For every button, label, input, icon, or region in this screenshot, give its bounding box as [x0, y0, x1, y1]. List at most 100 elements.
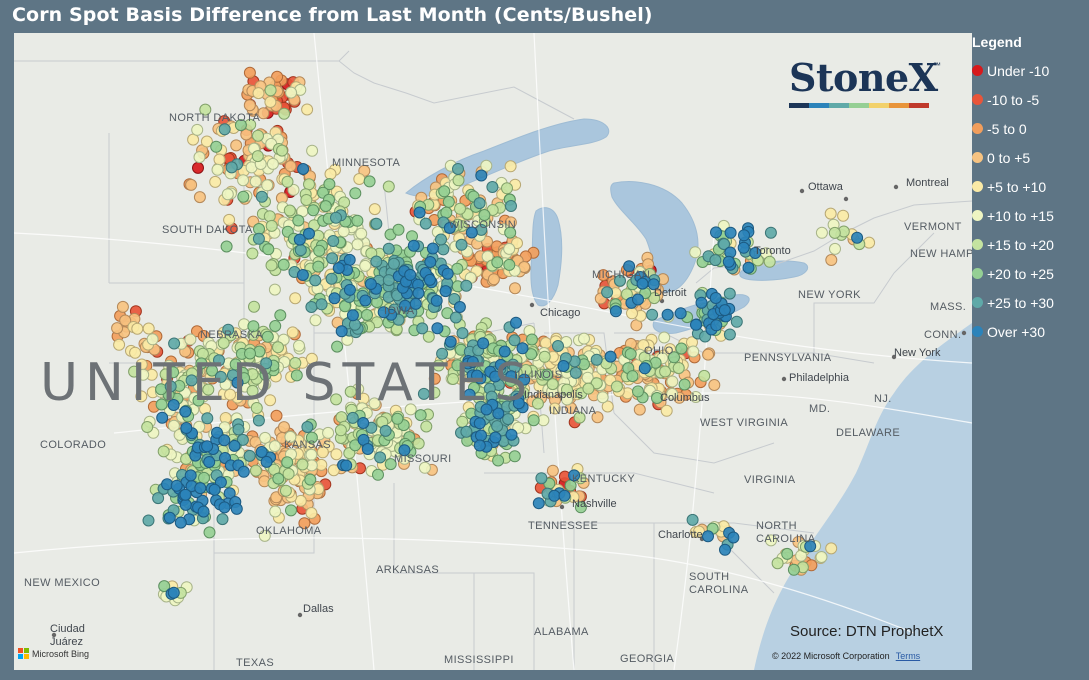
- basis-point[interactable]: [289, 292, 302, 305]
- basis-point[interactable]: [184, 469, 197, 482]
- basis-point[interactable]: [131, 322, 144, 335]
- basis-point[interactable]: [492, 454, 505, 467]
- basis-point[interactable]: [475, 169, 488, 182]
- basis-point[interactable]: [675, 342, 688, 355]
- basis-point[interactable]: [532, 497, 545, 510]
- basis-point[interactable]: [221, 188, 234, 201]
- basis-point[interactable]: [502, 413, 515, 426]
- basis-point[interactable]: [361, 309, 373, 321]
- basis-point[interactable]: [296, 269, 309, 281]
- basis-point[interactable]: [232, 423, 245, 436]
- basis-point[interactable]: [473, 417, 486, 430]
- basis-point[interactable]: [141, 421, 154, 433]
- basis-point[interactable]: [374, 451, 387, 464]
- basis-point[interactable]: [324, 168, 337, 180]
- basis-point[interactable]: [298, 517, 311, 530]
- basis-point[interactable]: [825, 542, 838, 555]
- basis-point[interactable]: [632, 293, 644, 306]
- basis-point[interactable]: [203, 456, 216, 468]
- basis-point[interactable]: [281, 175, 294, 188]
- basis-point[interactable]: [332, 262, 345, 275]
- basis-point[interactable]: [460, 425, 473, 438]
- basis-point[interactable]: [604, 350, 617, 363]
- basis-point[interactable]: [456, 327, 469, 340]
- basis-point[interactable]: [723, 287, 736, 300]
- basis-point[interactable]: [249, 464, 262, 477]
- basis-point[interactable]: [509, 282, 521, 295]
- basis-point[interactable]: [456, 415, 469, 428]
- basis-point[interactable]: [194, 482, 207, 495]
- basis-point[interactable]: [632, 385, 644, 398]
- basis-point[interactable]: [343, 283, 356, 296]
- basis-point[interactable]: [539, 337, 552, 349]
- basis-point[interactable]: [569, 366, 582, 379]
- basis-point[interactable]: [658, 331, 671, 344]
- basis-point[interactable]: [638, 362, 651, 375]
- basis-point[interactable]: [346, 411, 359, 424]
- basis-point[interactable]: [370, 217, 383, 230]
- basis-point[interactable]: [361, 443, 374, 455]
- basis-point[interactable]: [724, 226, 737, 239]
- basis-point[interactable]: [292, 214, 305, 227]
- basis-point[interactable]: [825, 254, 838, 266]
- basis-point[interactable]: [687, 345, 700, 358]
- basis-point[interactable]: [828, 226, 841, 239]
- basis-point[interactable]: [163, 511, 176, 524]
- basis-point[interactable]: [503, 242, 516, 255]
- basis-point[interactable]: [437, 243, 450, 256]
- basis-point[interactable]: [243, 66, 256, 79]
- basis-point[interactable]: [346, 309, 359, 322]
- basis-point[interactable]: [237, 190, 250, 203]
- basis-point[interactable]: [220, 240, 233, 253]
- basis-point[interactable]: [674, 307, 687, 320]
- basis-point[interactable]: [301, 103, 314, 116]
- basis-point[interactable]: [278, 421, 290, 434]
- basis-point[interactable]: [535, 472, 548, 485]
- basis-point[interactable]: [252, 414, 265, 427]
- basis-point[interactable]: [698, 369, 711, 382]
- basis-point[interactable]: [252, 232, 265, 245]
- basis-point[interactable]: [146, 333, 159, 346]
- basis-point[interactable]: [368, 203, 381, 216]
- basis-point[interactable]: [722, 255, 735, 268]
- basis-point[interactable]: [269, 320, 282, 332]
- basis-point[interactable]: [416, 322, 429, 335]
- basis-point[interactable]: [191, 123, 204, 136]
- basis-point[interactable]: [442, 195, 455, 208]
- basis-point[interactable]: [286, 326, 299, 339]
- basis-point[interactable]: [491, 420, 504, 433]
- basis-point[interactable]: [610, 380, 623, 393]
- basis-point[interactable]: [363, 175, 376, 188]
- basis-point[interactable]: [326, 252, 339, 265]
- basis-point[interactable]: [353, 173, 366, 185]
- basis-point[interactable]: [851, 231, 864, 244]
- basis-point[interactable]: [441, 267, 454, 280]
- basis-point[interactable]: [558, 489, 571, 502]
- basis-point[interactable]: [590, 353, 603, 366]
- basis-point[interactable]: [525, 333, 538, 346]
- basis-point[interactable]: [382, 242, 395, 255]
- basis-point[interactable]: [116, 300, 129, 313]
- basis-point[interactable]: [261, 330, 274, 343]
- basis-point[interactable]: [193, 191, 206, 204]
- basis-point[interactable]: [501, 182, 513, 195]
- basis-point[interactable]: [294, 244, 307, 257]
- basis-point[interactable]: [370, 255, 383, 268]
- basis-point[interactable]: [174, 516, 187, 529]
- basis-point[interactable]: [686, 513, 699, 526]
- basis-point[interactable]: [527, 414, 540, 427]
- basis-point[interactable]: [201, 412, 214, 425]
- basis-point[interactable]: [689, 246, 702, 259]
- basis-point[interactable]: [180, 422, 193, 434]
- basis-point[interactable]: [364, 278, 377, 290]
- basis-point[interactable]: [719, 543, 731, 556]
- map-canvas[interactable]: [14, 33, 972, 670]
- basis-point[interactable]: [319, 200, 332, 213]
- basis-point[interactable]: [268, 440, 281, 453]
- basis-point[interactable]: [327, 235, 340, 247]
- basis-point[interactable]: [303, 178, 315, 191]
- basis-point[interactable]: [279, 484, 292, 497]
- basis-point[interactable]: [201, 440, 214, 453]
- basis-map[interactable]: UNITED STATES NORTH DAKOTA MINNESOTA SOU…: [14, 33, 972, 670]
- basis-point[interactable]: [198, 471, 210, 484]
